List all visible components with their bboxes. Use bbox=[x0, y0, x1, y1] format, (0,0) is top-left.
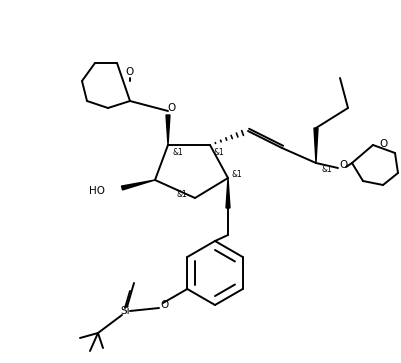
Text: O: O bbox=[339, 160, 347, 170]
Text: Si: Si bbox=[120, 306, 130, 316]
Text: O: O bbox=[126, 67, 134, 77]
Polygon shape bbox=[313, 128, 317, 163]
Text: &1: &1 bbox=[231, 171, 242, 179]
Polygon shape bbox=[225, 178, 229, 208]
Text: &1: &1 bbox=[213, 148, 224, 158]
Text: &1: &1 bbox=[321, 166, 332, 175]
Text: O: O bbox=[168, 103, 176, 113]
Text: O: O bbox=[379, 139, 387, 149]
Text: &1: &1 bbox=[172, 148, 183, 158]
Polygon shape bbox=[166, 115, 170, 145]
Text: O: O bbox=[160, 300, 169, 310]
Polygon shape bbox=[121, 180, 155, 190]
Text: &1: &1 bbox=[176, 191, 186, 200]
Text: HO: HO bbox=[89, 186, 105, 196]
